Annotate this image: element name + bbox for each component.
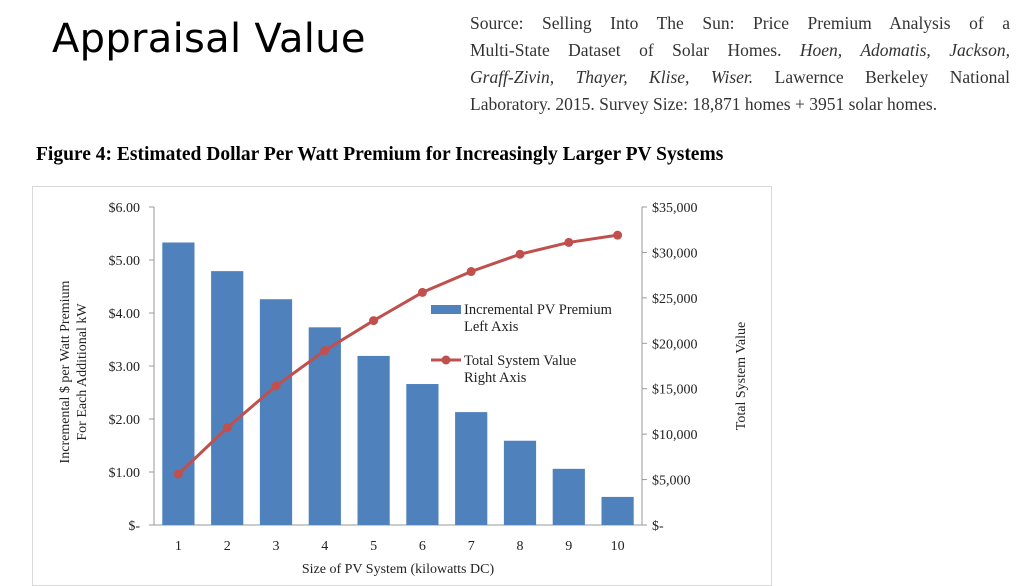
source-line-1: Source: Selling Into The Sun: Price Prem… (470, 13, 1010, 33)
figure-title: Figure 4: Estimated Dollar Per Watt Prem… (36, 144, 724, 165)
x-tick-label: 3 (273, 539, 280, 554)
bar (357, 355, 390, 525)
line-point (564, 237, 574, 247)
line-point (417, 287, 427, 297)
legend-line-label: Total System Value (464, 353, 576, 369)
x-axis-title: Size of PV System (kilowatts DC) (302, 562, 495, 577)
x-tick-label: 7 (468, 539, 475, 554)
bar (211, 271, 244, 525)
combo-chart: $- $1.00 $2.00 $3.00 $4.00 $5.00 $6.00 $- $5,000… (58, 201, 749, 577)
left-tick-label: $1.00 (109, 466, 141, 481)
bar (259, 299, 293, 525)
left-tick-label: $- (128, 519, 140, 534)
bar (503, 440, 537, 525)
right-tick-label: $- (652, 519, 664, 534)
bar (308, 327, 341, 525)
right-tick-label: $35,000 (652, 201, 698, 216)
source-line-3-text: Lawernce Berkeley National (774, 67, 1011, 87)
x-tick-label: 2 (224, 539, 231, 554)
bar (162, 242, 195, 525)
legend-bar-swatch (431, 305, 461, 314)
line-point (515, 249, 525, 259)
line-point (613, 230, 623, 240)
total-value-line (177, 233, 618, 476)
left-tick-label: $5.00 (109, 254, 141, 269)
slide-title: Appraisal Value (52, 16, 366, 62)
line-point (369, 316, 379, 326)
bar (601, 496, 634, 525)
source-citation: Source: Selling Into The Sun: Price Prem… (470, 10, 1010, 118)
bar (406, 384, 439, 525)
source-authors-1: Hoen, Adomatis, Jackson, (799, 40, 1010, 60)
right-tick-label: $5,000 (652, 474, 691, 489)
bar (552, 468, 585, 525)
right-tick-label: $10,000 (652, 428, 698, 443)
left-tick-label: $3.00 (109, 360, 141, 375)
source-line-3: Graff-Zivin, Thayer, Klise, Wiser. Lawer… (470, 64, 1010, 91)
legend-bar-label: Incremental PV Premium (464, 302, 613, 318)
source-line-2-text: Multi-State Dataset of Solar Homes. (470, 40, 782, 60)
y-axis-right-title: Total System Value (734, 322, 749, 430)
x-tick-label: 9 (565, 539, 572, 554)
x-tick-label: 8 (517, 539, 524, 554)
line-point (271, 381, 281, 391)
left-tick-label: $4.00 (109, 307, 141, 322)
x-tick-label: 6 (419, 539, 426, 554)
right-tick-label: $25,000 (652, 292, 698, 307)
left-tick-label: $6.00 (109, 201, 141, 216)
legend-line-marker (441, 355, 451, 365)
chart-frame: $- $1.00 $2.00 $3.00 $4.00 $5.00 $6.00 $- $5,000… (32, 186, 772, 586)
x-tick-label: 10 (611, 539, 625, 554)
source-line-4: Laboratory. 2015. Survey Size: 18,871 ho… (470, 94, 938, 114)
bar (455, 412, 488, 525)
x-tick-label: 4 (321, 539, 328, 554)
legend-bar-sublabel: Left Axis (464, 319, 519, 335)
right-tick-label: $20,000 (652, 337, 698, 352)
y-axis-left-title-line1: Incremental $ per Watt Premium (58, 280, 73, 463)
y-axis-left-title-line2: For Each Additional kW (75, 303, 90, 441)
right-tick-label: $30,000 (652, 246, 698, 261)
x-tick-label: 1 (175, 539, 182, 554)
legend-line-sublabel: Right Axis (464, 370, 527, 386)
right-tick-label: $15,000 (652, 383, 698, 398)
x-tick-label: 5 (370, 539, 377, 554)
line-point (222, 423, 232, 433)
line-point (466, 267, 476, 277)
line-point (173, 469, 183, 479)
line-point (320, 346, 330, 356)
left-tick-label: $2.00 (109, 413, 141, 428)
source-line-2: Multi-State Dataset of Solar Homes. Hoen… (470, 37, 1010, 64)
source-authors-2: Graff-Zivin, Thayer, Klise, Wiser. (470, 67, 754, 87)
